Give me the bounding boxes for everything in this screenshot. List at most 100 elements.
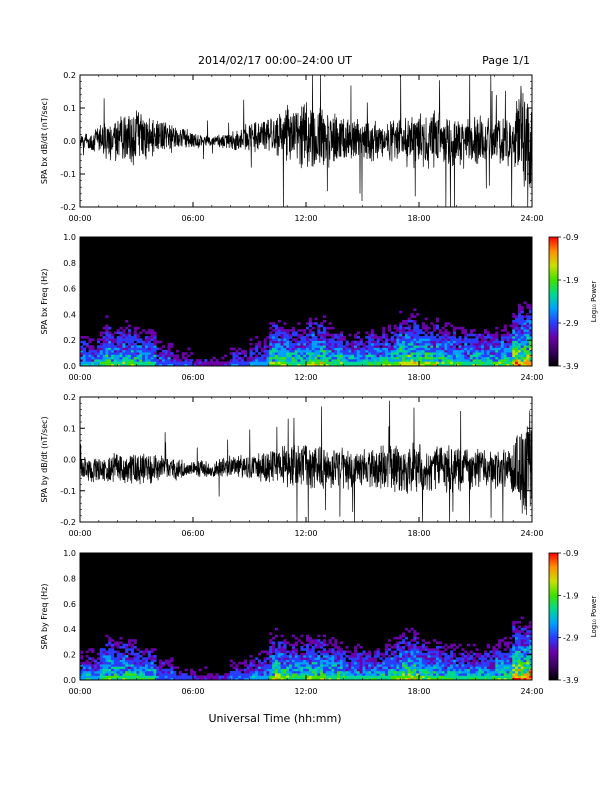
spectrogram-cell (91, 659, 95, 663)
spectrogram-cell (359, 363, 363, 367)
spectrogram-cell (252, 675, 256, 679)
spectrogram-cell (257, 670, 262, 674)
spectrogram-cell (370, 345, 375, 348)
spectrogram-cell (407, 361, 411, 364)
spectrogram-cell (133, 641, 137, 645)
spectrogram-cell (283, 657, 287, 660)
spectrogram-cell (96, 347, 101, 351)
spectrogram-cell (272, 347, 276, 351)
spectrogram-cell (438, 331, 442, 335)
spectrogram-cell (354, 677, 358, 681)
spectrogram-cell (407, 359, 411, 362)
spectrogram-cell (133, 349, 137, 353)
spectrogram-cell (464, 329, 468, 332)
spectrogram-cell (207, 361, 211, 364)
spectrogram-cell (438, 363, 442, 367)
spectrogram-cell (396, 661, 400, 665)
spectrogram-cell (164, 363, 168, 367)
spectrogram-cell (385, 677, 389, 681)
spectrogram-cell (314, 643, 318, 647)
spectrogram-cell (438, 652, 442, 656)
spectrogram-cell (503, 359, 507, 362)
spectrogram-cell (529, 636, 533, 640)
spectrogram-cell (170, 675, 174, 679)
spectrogram-cell (294, 333, 298, 337)
spectrogram-cell (255, 666, 259, 669)
spectrogram-cell (322, 648, 327, 651)
spectrogram-cell (159, 363, 163, 367)
spectrogram-cell (523, 359, 527, 362)
spectrogram-cell (356, 666, 360, 669)
spectrogram-cell (393, 331, 397, 335)
spectrogram-cell (526, 361, 530, 364)
spectrogram-cell (314, 645, 318, 649)
spectrogram-cell (311, 659, 315, 663)
spectrogram-cell (387, 338, 392, 341)
spectrogram-cell (105, 657, 109, 660)
spectrogram-cell (492, 675, 496, 679)
spectrogram-cell (461, 329, 465, 332)
spectrogram-cell (464, 347, 468, 351)
spectrogram-cell (472, 363, 476, 367)
spectrogram-cell (441, 361, 445, 364)
spectrogram-cell (441, 657, 445, 660)
spectrogram-cell (147, 363, 151, 367)
spectrogram-cell (320, 340, 324, 344)
spectrogram-cell (266, 677, 270, 681)
spectrogram-cell (144, 347, 149, 351)
spectrogram-cell (153, 664, 157, 667)
spectrogram-cell (517, 675, 522, 679)
spectrogram-cell (215, 675, 219, 679)
spectrogram-cell (193, 673, 197, 676)
spectrogram-cell (370, 657, 375, 660)
spectrogram-cell (399, 645, 403, 649)
spectrogram-cell (413, 668, 417, 672)
spectrogram-cell (410, 664, 414, 667)
spectrogram-cell (399, 349, 403, 353)
spectrogram-cell (529, 352, 533, 355)
spectrogram-cell (351, 340, 355, 344)
spectrogram-cell (173, 359, 177, 362)
spectrogram-cell (407, 664, 411, 667)
spectrogram-cell (526, 650, 530, 654)
spectrogram-cell (345, 673, 349, 676)
spectrogram-cell (376, 338, 380, 341)
spectrogram-cell (187, 354, 191, 358)
spectrogram-cell (128, 639, 132, 642)
spectrogram-cell (128, 675, 132, 679)
spectrogram-cell (339, 354, 344, 358)
spectrogram-cell (130, 345, 134, 348)
spectrogram-cell (444, 363, 448, 367)
spectrogram-cell (489, 338, 493, 341)
spectrogram-cell (455, 352, 459, 355)
spectrogram-cell (314, 666, 318, 669)
spectrogram-cell (529, 359, 533, 362)
spectrogram-cell (461, 659, 465, 663)
spectrogram-cell (413, 352, 417, 355)
spectrogram-cell (263, 342, 267, 346)
spectrogram-cell (184, 359, 188, 362)
spectrogram-cell (427, 675, 431, 679)
spectrogram-cell (399, 636, 403, 640)
spectrogram-cell (105, 668, 109, 672)
spectrogram-cell (356, 345, 360, 348)
spectrogram-cell (116, 641, 120, 645)
spectrogram-cell (317, 673, 321, 676)
page-title: 2014/02/17 00:00–24:00 UT (198, 54, 352, 67)
spectrogram-cell (351, 342, 355, 346)
spectrogram-cell (498, 639, 502, 642)
spectrogram-cell (125, 648, 129, 651)
spectrogram-cell (461, 352, 465, 355)
spectrogram-cell (263, 673, 267, 676)
spectrogram-cell (314, 661, 318, 665)
spectrogram-cell (113, 347, 118, 351)
colorbar-tick-label: -3.9 (563, 362, 579, 371)
spectrogram-cell (283, 354, 287, 358)
spectrogram-cell (345, 361, 349, 364)
spectrogram-cell (517, 303, 522, 307)
spectrogram-cell (424, 670, 428, 674)
spectrogram-cell (331, 354, 335, 358)
spectrogram-cell (136, 338, 140, 341)
spectrogram-cell (450, 655, 454, 658)
spectrogram-cell (303, 657, 307, 660)
